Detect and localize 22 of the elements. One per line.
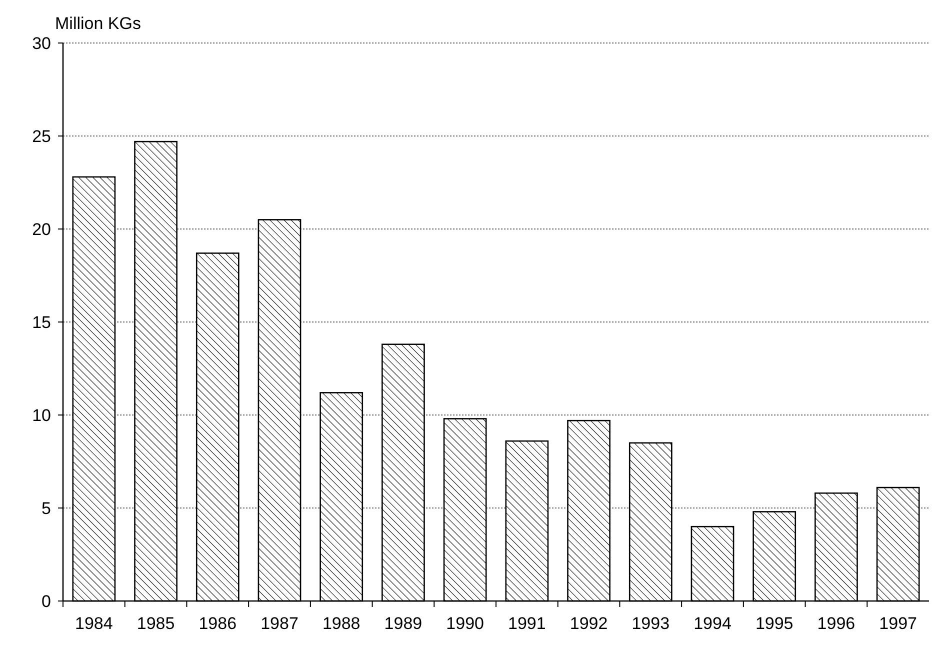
x-tick-label: 1984 [75, 614, 113, 633]
x-tick-label: 1987 [260, 614, 298, 633]
y-axis-title: Million KGs [55, 14, 141, 33]
y-tick-label: 5 [42, 498, 51, 518]
y-tick-label: 20 [32, 220, 51, 239]
x-tick-label: 1985 [136, 614, 175, 633]
x-tick-label: 1996 [817, 614, 856, 633]
x-tick-label: 1994 [694, 614, 732, 633]
y-tick-label: 0 [42, 592, 51, 611]
y-tick-label: 25 [32, 126, 51, 146]
y-tick-label: 30 [32, 34, 51, 53]
y-tick-label: 15 [32, 312, 51, 332]
x-tick-label: 1988 [322, 614, 360, 633]
x-tick-label: 1989 [384, 614, 422, 633]
y-tick-label: 10 [32, 406, 51, 425]
x-tick-label: 1986 [198, 614, 237, 633]
x-tick-label: 1995 [755, 614, 794, 633]
x-tick-label: 1993 [632, 614, 670, 633]
x-tick-label: 1997 [879, 614, 917, 633]
x-tick-label: 1990 [446, 614, 484, 633]
x-tick-label: 1991 [508, 614, 546, 633]
x-tick-label: 1992 [570, 614, 608, 633]
